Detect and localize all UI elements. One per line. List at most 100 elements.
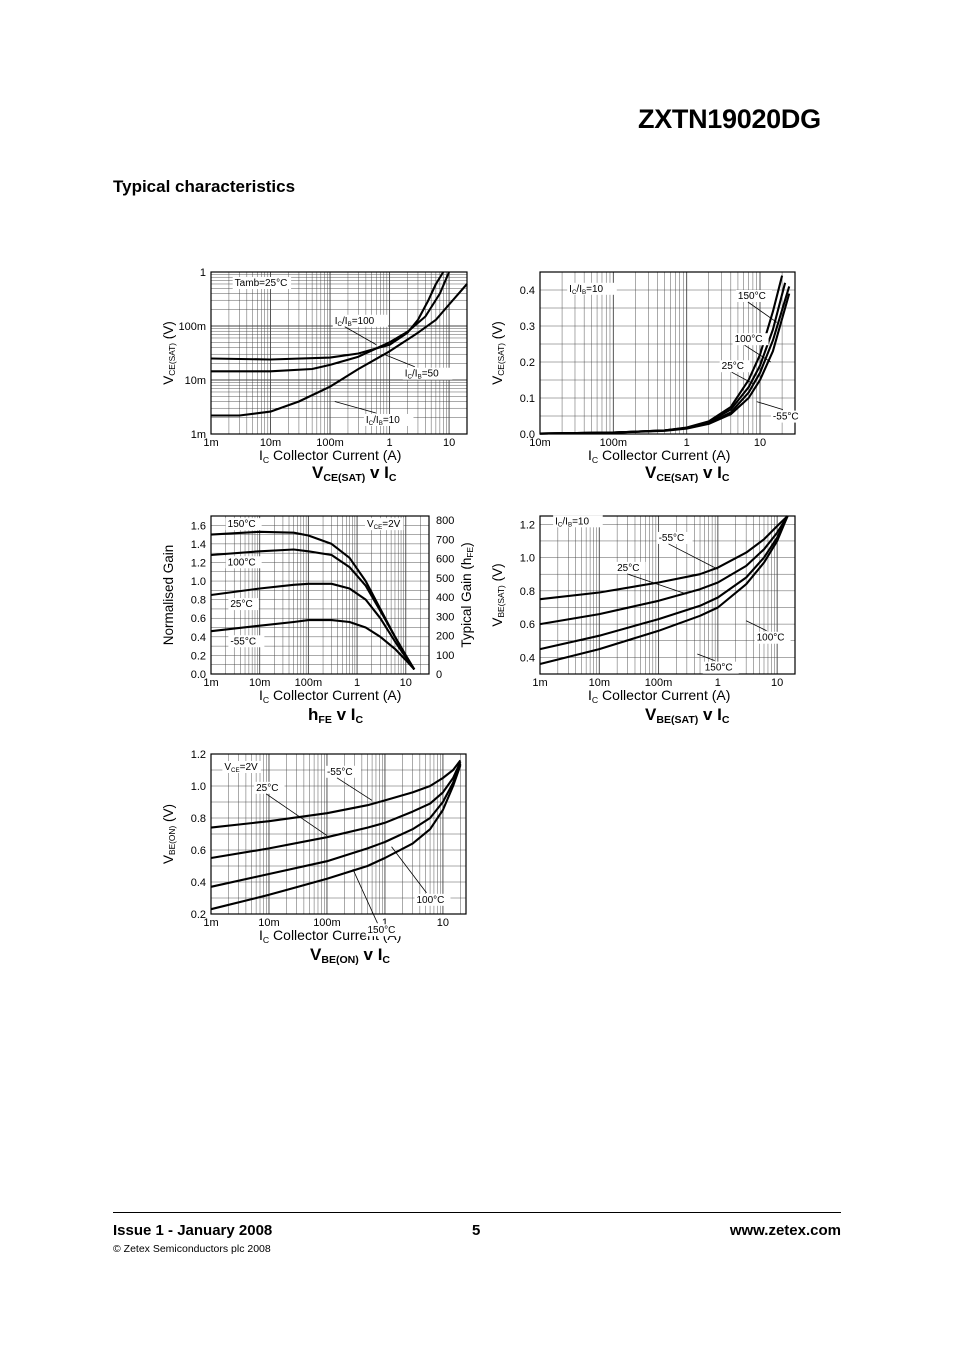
- series-line-0: [210, 271, 445, 361]
- annotation-label: 25°C: [230, 599, 252, 610]
- annotation-leader: [697, 653, 715, 662]
- y-axis-label-group: VBE(ON) (V): [161, 804, 177, 864]
- chart-title: VCE(SAT) v IC: [312, 463, 397, 484]
- series-line-3: [210, 619, 416, 671]
- annotation-bg: [365, 924, 402, 937]
- annotation-bg: [656, 531, 693, 544]
- y2-tick-label: 300: [436, 611, 454, 623]
- y-axis-label: VBE(ON) (V): [161, 804, 177, 864]
- y-tick-label: 1.2: [520, 519, 535, 531]
- x-tick-label: 1m: [532, 677, 547, 689]
- x-tick-label: 10m: [258, 917, 279, 929]
- plot-frame: [210, 753, 467, 915]
- x-tick-label: 10: [754, 437, 766, 449]
- y-tick-label: 1.4: [191, 539, 206, 551]
- annotation-bg: [615, 561, 646, 574]
- annotation-label: 100°C: [735, 334, 763, 345]
- part-number: ZXTN19020DG: [638, 104, 821, 134]
- y-tick-label: 0.0: [191, 669, 206, 681]
- annotation-label: IC/IB=100: [335, 316, 375, 328]
- annotation-label: -55°C: [659, 533, 685, 544]
- y-tick-label: 1m: [191, 429, 206, 441]
- series-line-0: [539, 515, 789, 601]
- y-tick-label: 0.4: [191, 632, 206, 644]
- annotation-bg: [225, 556, 262, 569]
- annotation-bg: [553, 515, 603, 528]
- y-axis-label: VBE(SAT) (V): [490, 563, 506, 626]
- footer-page-number: 5: [472, 1222, 481, 1239]
- y-axis-label: Normalised Gain: [161, 545, 176, 646]
- annotation-leader: [668, 543, 719, 570]
- y-tick-label: 1: [200, 267, 206, 279]
- y-tick-label: 0.0: [520, 429, 535, 441]
- y-tick-label: 0.4: [191, 877, 206, 889]
- annotation-label: 25°C: [256, 783, 278, 794]
- chart-title: VBE(ON) v IC: [310, 945, 390, 966]
- annotation-bg: [754, 631, 791, 644]
- annotation-label: VCE=2V: [367, 519, 401, 531]
- y2-tick-label: 200: [436, 631, 454, 643]
- annotation-bg: [363, 413, 414, 426]
- y-tick-label: 0.1: [520, 393, 535, 405]
- annotation-leader: [744, 344, 771, 363]
- annotation-bg: [228, 635, 265, 648]
- chart-vcesat_temp: 10m 100m 1 10 0.0 0.1 0.2 0.3 0.4 IC Collector Cu…: [490, 271, 807, 484]
- y-tick-label: 0.8: [520, 586, 535, 598]
- x-tick-label: 10: [400, 677, 412, 689]
- y-tick-label: 100m: [178, 321, 206, 333]
- x-tick-label: 10m: [260, 437, 281, 449]
- x-tick-label: 1m: [203, 917, 218, 929]
- annotation-bg: [324, 765, 361, 778]
- chart-title: hFE v IC: [308, 705, 363, 726]
- x-tick-label: 100m: [295, 677, 323, 689]
- annotation-label: 100°C: [416, 895, 444, 906]
- y-tick-label: 0.8: [191, 595, 206, 607]
- x-tick-label: 10m: [249, 677, 270, 689]
- footer-website[interactable]: www.zetex.com: [729, 1222, 841, 1239]
- y-axis-label-group: VCE(SAT) (V): [161, 321, 177, 385]
- y2-tick-label: 600: [436, 554, 454, 566]
- y-axis-label: VCE(SAT) (V): [490, 321, 506, 385]
- y2-axis-label: Typical Gain (hFE): [459, 542, 475, 647]
- y-tick-label: 1.2: [191, 749, 206, 761]
- chart-title: VBE(SAT) v IC: [645, 705, 730, 726]
- annotation-label: -55°C: [230, 636, 256, 647]
- x-tick-label: 1: [684, 437, 690, 449]
- y-tick-label: 1.0: [191, 781, 206, 793]
- x-tick-label: 10: [443, 437, 455, 449]
- x-tick-label: 100m: [645, 677, 673, 689]
- x-tick-label: 100m: [313, 917, 341, 929]
- plot-frame: [539, 271, 796, 435]
- series-line-1: [211, 271, 451, 373]
- annotation-leader: [745, 620, 767, 632]
- y-tick-label: 0.8: [191, 813, 206, 825]
- annotation-bg: [222, 761, 261, 773]
- y-tick-label: 0.4: [520, 652, 535, 664]
- annotation-label: 150°C: [705, 663, 733, 674]
- x-axis-label: IC Collector Current (A): [259, 687, 401, 705]
- y2-tick-label: 800: [436, 515, 454, 527]
- series-line-2: [210, 582, 416, 671]
- y-axis-label-group: Normalised Gain: [161, 545, 176, 646]
- plot-frame: [210, 271, 468, 435]
- series-line-0: [210, 759, 462, 829]
- annotation-label: VCE=2V: [224, 762, 258, 774]
- y2-tick-label: 700: [436, 534, 454, 546]
- annotation-label: 150°C: [367, 925, 395, 936]
- series-line-1: [539, 282, 787, 435]
- annotation-label: IC/IB=10: [555, 516, 589, 528]
- annotation-bg: [719, 360, 751, 373]
- annotation-label: -55°C: [773, 412, 799, 423]
- y-tick-label: 0.2: [520, 357, 535, 369]
- series-line-2: [211, 283, 468, 417]
- y-tick-label: 0.6: [520, 619, 535, 631]
- annotation-bg: [702, 661, 739, 674]
- chart-vbeon: 1m 10m 100m 1 100.20.40.60.81.01.2IC Collect…: [161, 749, 467, 966]
- x-tick-label: 10m: [529, 437, 550, 449]
- series-line-3: [539, 515, 789, 666]
- annotation-label: 100°C: [757, 633, 785, 644]
- annotation-leader: [391, 846, 427, 894]
- y-tick-label: 0.6: [191, 845, 206, 857]
- annotation-leader: [627, 573, 687, 595]
